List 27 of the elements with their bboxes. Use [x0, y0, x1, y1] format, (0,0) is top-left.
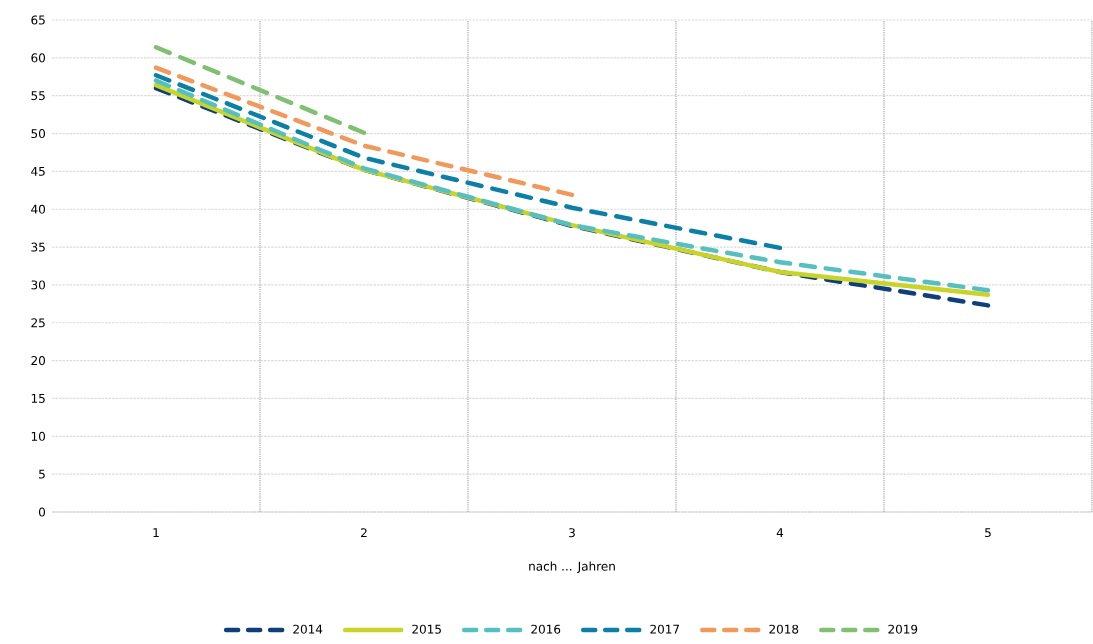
- x-tick-label: 5: [985, 528, 991, 538]
- y-tick-label: 10: [31, 431, 46, 441]
- legend-label: 2019: [888, 624, 918, 634]
- line-series: [153, 73, 783, 251]
- legend-label: 2016: [531, 624, 561, 634]
- y-tick-label: 30: [31, 280, 46, 290]
- y-tick-label: 45: [31, 166, 45, 176]
- y-tick-label: 15: [31, 394, 45, 403]
- legend-label: 2017: [650, 624, 679, 634]
- x-tick-label: 1: [153, 528, 159, 537]
- y-tick-label: 50: [31, 129, 46, 139]
- legend-label: 2018: [769, 624, 799, 634]
- y-tick-label: 25: [31, 318, 45, 328]
- y-tick-label: 20: [31, 356, 46, 366]
- y-tick-label: 60: [31, 53, 46, 63]
- legend-label: 2015: [412, 624, 441, 634]
- x-tick-label: 3: [569, 528, 575, 538]
- y-tick-label: 40: [31, 204, 46, 214]
- legend-label: 2014: [293, 624, 323, 634]
- x-tick-label: 2: [361, 528, 367, 538]
- y-tick-label: 35: [31, 242, 45, 252]
- y-tick-label: 0: [38, 507, 46, 517]
- y-tick-label: 55: [31, 91, 45, 101]
- y-tick-label: 65: [31, 15, 45, 25]
- x-tick-label: 4: [776, 528, 784, 537]
- y-tick-label: 5: [39, 469, 45, 479]
- x-axis-title: nach ... Jahren: [529, 561, 615, 573]
